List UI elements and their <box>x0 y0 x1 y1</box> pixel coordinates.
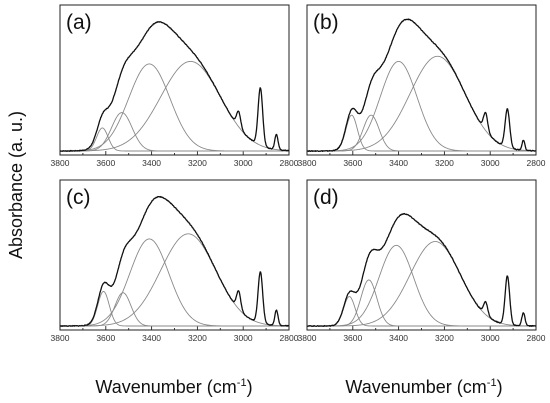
x-axis-title-right-exp: -1 <box>487 377 497 389</box>
x-tick-label: 2800 <box>280 333 299 343</box>
x-tick-label: 2800 <box>527 158 546 168</box>
x-tick-label: 3000 <box>481 158 500 168</box>
x-axis-title-left-exp: -1 <box>237 377 247 389</box>
spectrum-line <box>59 195 290 327</box>
panel-label: (c) <box>66 186 91 209</box>
x-axis-title-left-main: Wavenumber (cm <box>95 377 236 397</box>
x-tick-label: 3200 <box>435 158 454 168</box>
panel-1: 3800 3600 3400 3200 3000 2800 (a) <box>51 4 299 168</box>
x-tick-label: 3800 <box>298 333 317 343</box>
x-tick-label: 3000 <box>234 158 253 168</box>
x-tick-label: 2800 <box>280 158 299 168</box>
x-tick-label: 3600 <box>96 158 115 168</box>
spectrum-line <box>59 20 290 152</box>
component-curve-3 <box>307 60 536 152</box>
component-curve-2 <box>60 112 289 152</box>
x-tick-label: 3600 <box>343 158 362 168</box>
panel-4: 3800 3600 3400 3200 3000 2800 (d) <box>298 179 546 343</box>
x-tick-label: 3400 <box>142 333 161 343</box>
x-tick-label: 3800 <box>298 158 317 168</box>
x-tick-label: 3600 <box>96 333 115 343</box>
panel-label: (d) <box>313 186 339 209</box>
x-tick-label: 3600 <box>343 333 362 343</box>
x-tick-label: 3400 <box>389 333 408 343</box>
component-curve-3 <box>60 238 289 327</box>
panel-label: (a) <box>66 11 92 34</box>
x-tick-label: 3200 <box>435 333 454 343</box>
component-curve-3 <box>60 63 289 152</box>
y-axis-title: Absorbance (a. u.) <box>6 111 26 259</box>
x-tick-label: 3400 <box>142 158 161 168</box>
x-tick-label: 3800 <box>51 158 70 168</box>
panel-label: (b) <box>313 11 339 34</box>
x-axis-title-right-main: Wavenumber (cm <box>345 377 486 397</box>
component-curve-3 <box>307 244 536 327</box>
panels-group: 3800 3600 3400 3200 3000 2800(a)3800 3600 3400 3… <box>51 4 546 343</box>
x-tick-label: 3000 <box>234 333 253 343</box>
component-curve-2 <box>307 279 536 327</box>
panel-2: 3800 3600 3400 3200 3000 2800 (b) <box>298 4 546 168</box>
component-curve-1 <box>307 114 536 152</box>
x-axis-title-left: Wavenumber (cm-1) <box>95 377 252 397</box>
x-tick-label: 3200 <box>188 158 207 168</box>
x-axis-title-right-close: ) <box>497 377 503 397</box>
component-curve-4 <box>307 55 537 152</box>
spectrum-line <box>306 18 537 153</box>
x-tick-label: 3000 <box>481 333 500 343</box>
x-tick-label: 3800 <box>51 333 70 343</box>
x-tick-label: 3200 <box>188 333 207 343</box>
x-tick-label: 3400 <box>389 158 408 168</box>
x-tick-label: 2800 <box>527 333 546 343</box>
plot-frame <box>59 4 290 156</box>
plot-frame <box>59 179 290 331</box>
plot-frame <box>306 4 537 156</box>
spectrum-line <box>306 212 537 327</box>
x-axis-title-right: Wavenumber (cm-1) <box>345 377 502 397</box>
plot-frame <box>306 179 537 331</box>
component-curve-2 <box>307 114 536 152</box>
panel-3: 3800 3600 3400 3200 3000 2800 (c) <box>51 179 299 343</box>
x-axis-title-left-close: ) <box>247 377 253 397</box>
